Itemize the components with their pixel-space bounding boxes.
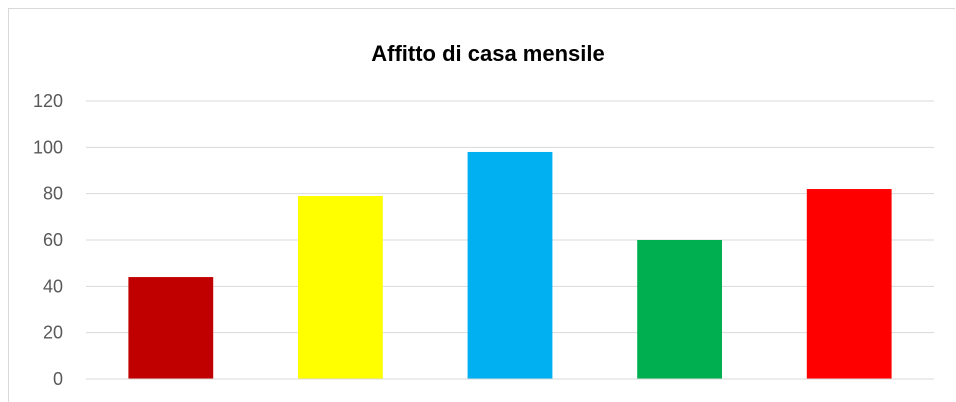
y-tick-label: 0 [53,369,63,389]
y-tick-label: 60 [43,230,63,250]
y-tick-label: 100 [33,137,63,157]
bar-2 [298,195,383,379]
bar-4 [637,240,722,379]
bar-1 [128,277,214,379]
y-tick-label: 80 [43,184,63,204]
y-tick-label: 20 [43,323,63,343]
chart-title: Affitto di casa mensile [371,41,605,66]
y-tick-label: 40 [43,276,63,296]
y-tick-label: 120 [33,91,63,111]
bar-3 [467,151,553,379]
bar-5 [806,189,892,379]
y-axis-ticks: 0 20 40 60 80 100 120 [33,91,63,389]
bars [128,151,892,379]
